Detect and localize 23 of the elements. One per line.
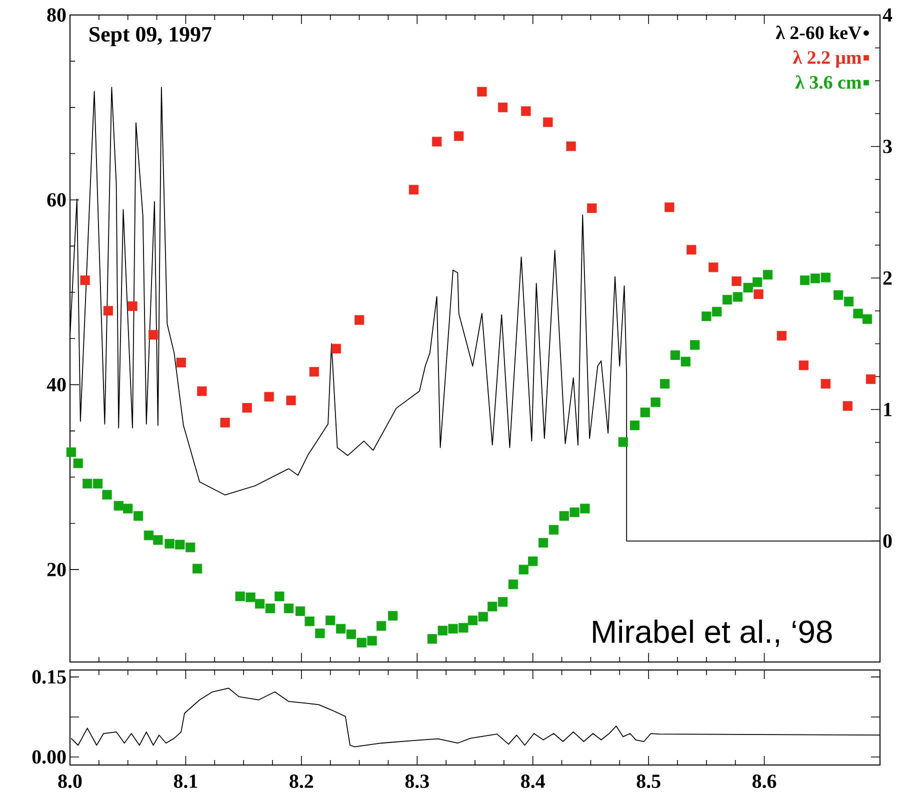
y2-tick-label: 4 — [882, 8, 892, 22]
y2-tick-label: 2 — [883, 271, 892, 285]
y2-tick-label: 0 — [883, 534, 892, 548]
y-tick-label: 20 — [47, 562, 66, 576]
x-tick-label: 8.1 — [174, 774, 198, 788]
x-tick-label: 8.2 — [290, 774, 314, 788]
annotation: Mirabel et al., ‘98 — [593, 620, 832, 647]
y-tick-label: 60 — [47, 193, 66, 207]
annotation: Sept 09, 1997 — [90, 26, 212, 46]
y-tick-label: 40 — [46, 378, 66, 392]
y2-tick-label: 1 — [884, 402, 892, 416]
legend-label: λ 2-60 keV — [776, 26, 862, 40]
x-tick-label: 8.0 — [58, 774, 82, 788]
y-tick-label: 0.00 — [32, 750, 66, 764]
x-tick-label: 8.5 — [636, 774, 660, 788]
x-tick-label: 8.6 — [752, 774, 776, 788]
legend-label: λ 2.2 μm — [793, 50, 862, 68]
y-tick-label: 0.15 — [32, 670, 66, 684]
y2-tick-label: 3 — [883, 140, 892, 154]
x-tick-label: 8.3 — [405, 774, 429, 788]
y-tick-label: 80 — [47, 8, 66, 22]
x-tick-label: 8.4 — [521, 774, 545, 788]
legend-label: λ 3.6 cm — [795, 75, 862, 89]
